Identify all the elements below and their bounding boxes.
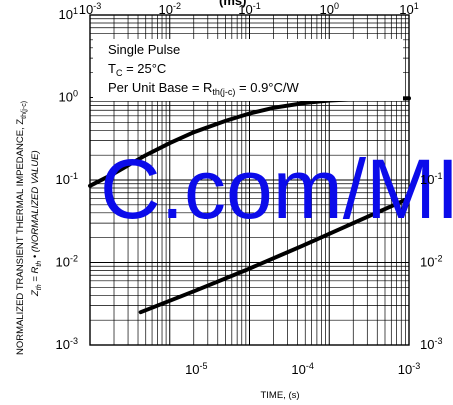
legend-tc-prefix: T	[108, 61, 116, 76]
y-secondary-sub2: th	[36, 261, 43, 267]
y-axis-title-prefix: NORMALIZED TRANSIENT THERMAL IMPEDANCE, …	[15, 119, 26, 355]
right-y-tick-label: 10-1	[420, 171, 442, 187]
x-axis-title: TIME, (s)	[260, 390, 299, 401]
legend-per-unit-base: Per Unit Base = Rth(j-c) = 0.9°C/W	[108, 80, 299, 97]
left-y-tick-label: 10-1	[56, 171, 78, 187]
right-y-tick-label: 10-3	[420, 336, 442, 352]
bottom-x-tick-label: 10-5	[185, 361, 207, 377]
left-y-tick-label: 100	[59, 89, 78, 105]
bottom-x-tick-label: 10-4	[291, 361, 313, 377]
top-x-tick-label: 101	[399, 1, 418, 17]
right-y-tick-label: 10-2	[420, 254, 442, 270]
y-secondary-sub1: th	[36, 284, 43, 290]
legend-case-temperature: TC = 25°C	[108, 61, 166, 78]
legend-base-suffix: = 0.9°C/W	[235, 80, 299, 95]
series-curve-2	[138, 196, 411, 315]
left-y-tick-label: 101	[59, 6, 78, 22]
legend-tc-suffix: = 25°C	[122, 61, 166, 76]
legend-single-pulse: Single Pulse	[108, 42, 180, 57]
left-y-tick-label: 10-3	[56, 336, 78, 352]
plot-frame	[89, 14, 410, 346]
top-x-tick-label: 10-1	[238, 1, 260, 17]
y-secondary-z: Z	[30, 289, 41, 297]
title-fragment: (ms)	[219, 0, 246, 8]
legend-base-prefix: Per Unit Base = R	[108, 80, 212, 95]
legend-base-subscript: th(j-c)	[212, 87, 235, 97]
left-y-tick-label: 10-2	[56, 254, 78, 270]
y-axis-title-subscript: th(j-c)	[21, 101, 28, 119]
legend-tc-subscript: C	[116, 68, 123, 78]
legend-box-background	[93, 39, 403, 101]
top-x-tick-label: 10-3	[79, 1, 101, 17]
y-axis-secondary-title: Zth = Rth • (NORMALIZED VALUE)	[30, 150, 43, 297]
top-x-tick-label: 100	[320, 1, 339, 17]
bottom-x-tick-label: 10-3	[398, 361, 420, 377]
legend-box: Single Pulse TC = 25°C Per Unit Base = R…	[93, 39, 403, 101]
y-secondary-suffix: • (NORMALIZED VALUE)	[30, 150, 41, 260]
watermark-text: C.com/MI	[100, 142, 453, 236]
top-x-tick-label: 10-2	[159, 1, 181, 17]
y-axis-title: NORMALIZED TRANSIENT THERMAL IMPEDANCE, …	[15, 101, 28, 355]
y-secondary-mid: = R	[30, 267, 41, 285]
